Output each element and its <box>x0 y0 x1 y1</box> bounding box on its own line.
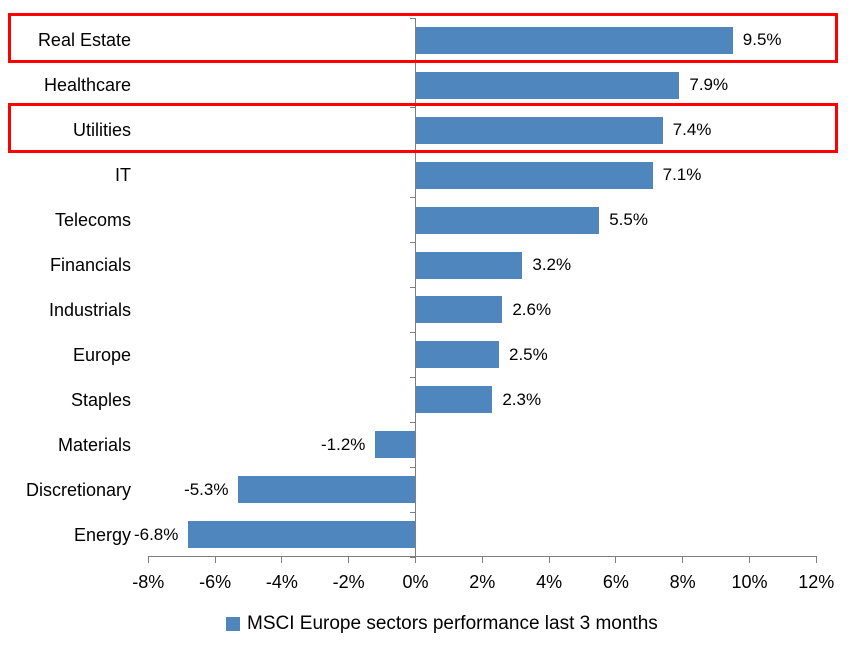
bar-real-estate <box>415 26 733 54</box>
value-label-europe: 2.5% <box>509 344 548 364</box>
bar-materials <box>375 431 416 459</box>
value-axis-tick-label: 4% <box>536 572 563 592</box>
category-label-it: IT <box>115 165 131 186</box>
category-axis-tick <box>410 331 415 333</box>
value-axis-tick <box>281 556 283 563</box>
value-label-telecoms: 5.5% <box>609 210 648 230</box>
category-axis-tick <box>410 107 415 109</box>
value-axis-tick <box>481 556 483 563</box>
category-label-industrials: Industrials <box>48 299 131 320</box>
category-axis-tick <box>410 287 415 289</box>
category-label-staples: Staples <box>70 389 131 410</box>
category-axis-tick <box>410 556 415 558</box>
category-label-financials: Financials <box>49 255 131 276</box>
value-axis-tick <box>815 556 817 563</box>
value-axis-tick <box>615 556 617 563</box>
value-axis-tick-label: 6% <box>602 572 629 592</box>
value-axis-tick-label: 12% <box>798 572 835 592</box>
category-axis-tick <box>410 421 415 423</box>
category-axis-tick <box>410 242 415 244</box>
value-label-financials: 3.2% <box>532 255 572 275</box>
bar-energy <box>188 521 416 549</box>
bar-industrials <box>415 296 503 324</box>
bar-staples <box>415 386 493 414</box>
bar-financials <box>415 251 523 279</box>
value-label-materials: -1.2% <box>321 434 366 454</box>
category-label-discretionary: Discretionary <box>25 479 131 500</box>
category-axis-line <box>415 18 416 556</box>
category-label-real-estate: Real Estate <box>37 30 131 51</box>
category-axis-tick <box>410 466 415 468</box>
value-label-it: 7.1% <box>662 165 702 185</box>
value-axis-tick-label: 0% <box>402 572 429 592</box>
category-label-europe: Europe <box>72 344 131 365</box>
category-label-materials: Materials <box>57 434 131 455</box>
value-axis-tick-label: 8% <box>669 572 696 592</box>
bar-discretionary <box>238 476 416 504</box>
value-label-discretionary: -5.3% <box>184 479 229 499</box>
category-axis-tick <box>410 152 415 154</box>
bar-healthcare <box>415 71 680 99</box>
category-axis-tick <box>410 511 415 513</box>
legend: MSCI Europe sectors performance last 3 m… <box>226 612 658 636</box>
value-label-energy: -6.8% <box>133 524 179 544</box>
value-axis-tick-label: -4% <box>265 572 298 592</box>
bar-europe <box>415 341 499 369</box>
value-axis-tick-label: -6% <box>199 572 232 592</box>
legend-swatch-icon <box>226 617 240 631</box>
category-label-energy: Energy <box>73 524 131 545</box>
category-label-telecoms: Telecoms <box>54 210 131 231</box>
value-axis-tick <box>415 556 416 563</box>
value-axis-tick-label: 10% <box>731 572 768 592</box>
category-label-healthcare: Healthcare <box>43 75 131 96</box>
category-label-utilities: Utilities <box>72 120 131 141</box>
category-axis-tick <box>410 197 415 199</box>
value-axis-tick <box>682 556 684 563</box>
value-axis-tick <box>548 556 550 563</box>
value-label-real-estate: 9.5% <box>742 30 782 50</box>
value-label-staples: 2.3% <box>502 389 542 409</box>
value-label-industrials: 2.6% <box>512 299 552 319</box>
value-axis-tick <box>348 556 350 563</box>
value-axis-tick <box>214 556 216 563</box>
legend-label: MSCI Europe sectors performance last 3 m… <box>247 613 658 634</box>
value-axis-tick-label: 2% <box>469 572 496 592</box>
category-axis-tick <box>410 62 415 64</box>
value-axis-tick-label: -2% <box>332 572 365 592</box>
category-axis-tick <box>410 376 415 378</box>
value-axis-tick <box>147 556 149 563</box>
value-label-utilities: 7.4% <box>672 120 712 140</box>
bar-telecoms <box>415 206 600 234</box>
value-axis-tick <box>749 556 750 563</box>
category-axis-tick <box>410 17 415 19</box>
value-axis-tick-label: -8% <box>132 572 165 592</box>
bar-it <box>415 161 653 189</box>
bar-utilities <box>415 116 663 144</box>
value-label-healthcare: 7.9% <box>689 75 729 95</box>
